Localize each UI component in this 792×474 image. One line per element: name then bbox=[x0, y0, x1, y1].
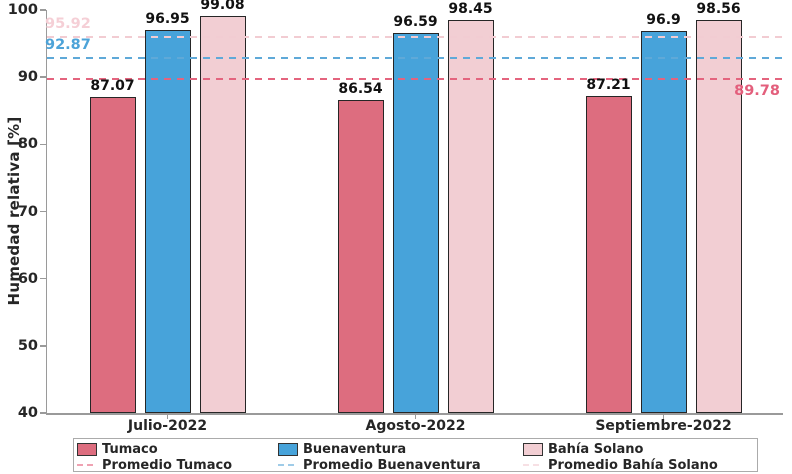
legend-dash-Promedio Tumaco bbox=[77, 464, 97, 466]
bar-Bahía Solano bbox=[199, 16, 246, 413]
legend: Tumaco Buenaventura Bahía Solano Promedio T… bbox=[73, 438, 758, 473]
bar-value-label: 87.21 bbox=[586, 76, 631, 93]
avg-line-Promedio Bahía Solano bbox=[47, 36, 783, 39]
avg-line-label: 89.78 bbox=[734, 82, 780, 99]
legend-label: Promedio Buenaventura bbox=[303, 458, 481, 473]
y-tick-label: 50 bbox=[17, 337, 38, 354]
legend-swatch-Buenaventura bbox=[278, 443, 298, 456]
legend-label: Promedio Tumaco bbox=[102, 458, 233, 473]
legend-dash-Promedio Bahía Solano bbox=[523, 464, 543, 466]
bar-value-label: 86.54 bbox=[338, 81, 383, 98]
legend-label: Bahía Solano bbox=[548, 442, 644, 457]
bar-Bahía Solano bbox=[447, 20, 494, 413]
bar-value-label: 87.07 bbox=[90, 77, 135, 94]
y-axis-line bbox=[45, 10, 47, 413]
bar-Buenaventura bbox=[144, 30, 191, 413]
bar-value-label: 99.08 bbox=[200, 0, 245, 14]
avg-line-label: 95.92 bbox=[45, 16, 91, 33]
bar-value-label: 96.9 bbox=[646, 11, 681, 28]
x-tick-mark bbox=[662, 414, 665, 419]
legend-label: Tumaco bbox=[102, 442, 158, 457]
avg-line-Promedio Tumaco bbox=[47, 77, 783, 80]
x-tick-mark bbox=[166, 414, 169, 419]
bar-Buenaventura bbox=[392, 32, 439, 413]
y-tick-mark bbox=[40, 143, 46, 146]
bar-Tumaco bbox=[585, 95, 632, 413]
y-tick-label: 60 bbox=[17, 270, 38, 287]
bar-Tumaco bbox=[89, 96, 136, 413]
x-tick-label: Julio-2022 bbox=[127, 418, 208, 434]
y-tick-label: 90 bbox=[17, 69, 38, 86]
x-tick-label: Septiembre-2022 bbox=[595, 418, 732, 434]
bar-value-label: 98.56 bbox=[696, 0, 741, 17]
bar-value-label: 96.95 bbox=[145, 11, 190, 28]
bar-value-label: 96.59 bbox=[393, 13, 438, 30]
bar-Tumaco bbox=[337, 100, 384, 413]
legend-dash-Promedio Buenaventura bbox=[278, 464, 298, 466]
y-tick-mark bbox=[40, 345, 46, 347]
y-tick-label: 100 bbox=[7, 2, 38, 18]
x-tick-label: Agosto-2022 bbox=[365, 418, 466, 434]
y-tick-label: 80 bbox=[17, 136, 38, 153]
x-tick-mark bbox=[414, 414, 417, 419]
avg-line-Promedio Buenaventura bbox=[47, 56, 783, 59]
legend-swatch-Bahía Solano bbox=[523, 443, 543, 456]
avg-line-label: 92.87 bbox=[45, 36, 91, 53]
y-tick-mark bbox=[40, 210, 46, 213]
y-tick-mark bbox=[40, 277, 46, 280]
y-tick-mark bbox=[40, 412, 46, 414]
y-tick-label: 40 bbox=[17, 405, 38, 421]
bar-Buenaventura bbox=[640, 30, 687, 413]
legend-swatch-Tumaco bbox=[77, 443, 97, 456]
x-axis-line bbox=[45, 413, 783, 415]
y-tick-label: 70 bbox=[17, 203, 38, 220]
y-tick-mark bbox=[40, 76, 46, 78]
y-tick-mark bbox=[40, 9, 46, 11]
bar-value-label: 98.45 bbox=[448, 1, 493, 18]
legend-label: Promedio Bahía Solano bbox=[548, 458, 718, 473]
legend-label: Buenaventura bbox=[303, 442, 407, 457]
bar-Bahía Solano bbox=[695, 19, 742, 413]
